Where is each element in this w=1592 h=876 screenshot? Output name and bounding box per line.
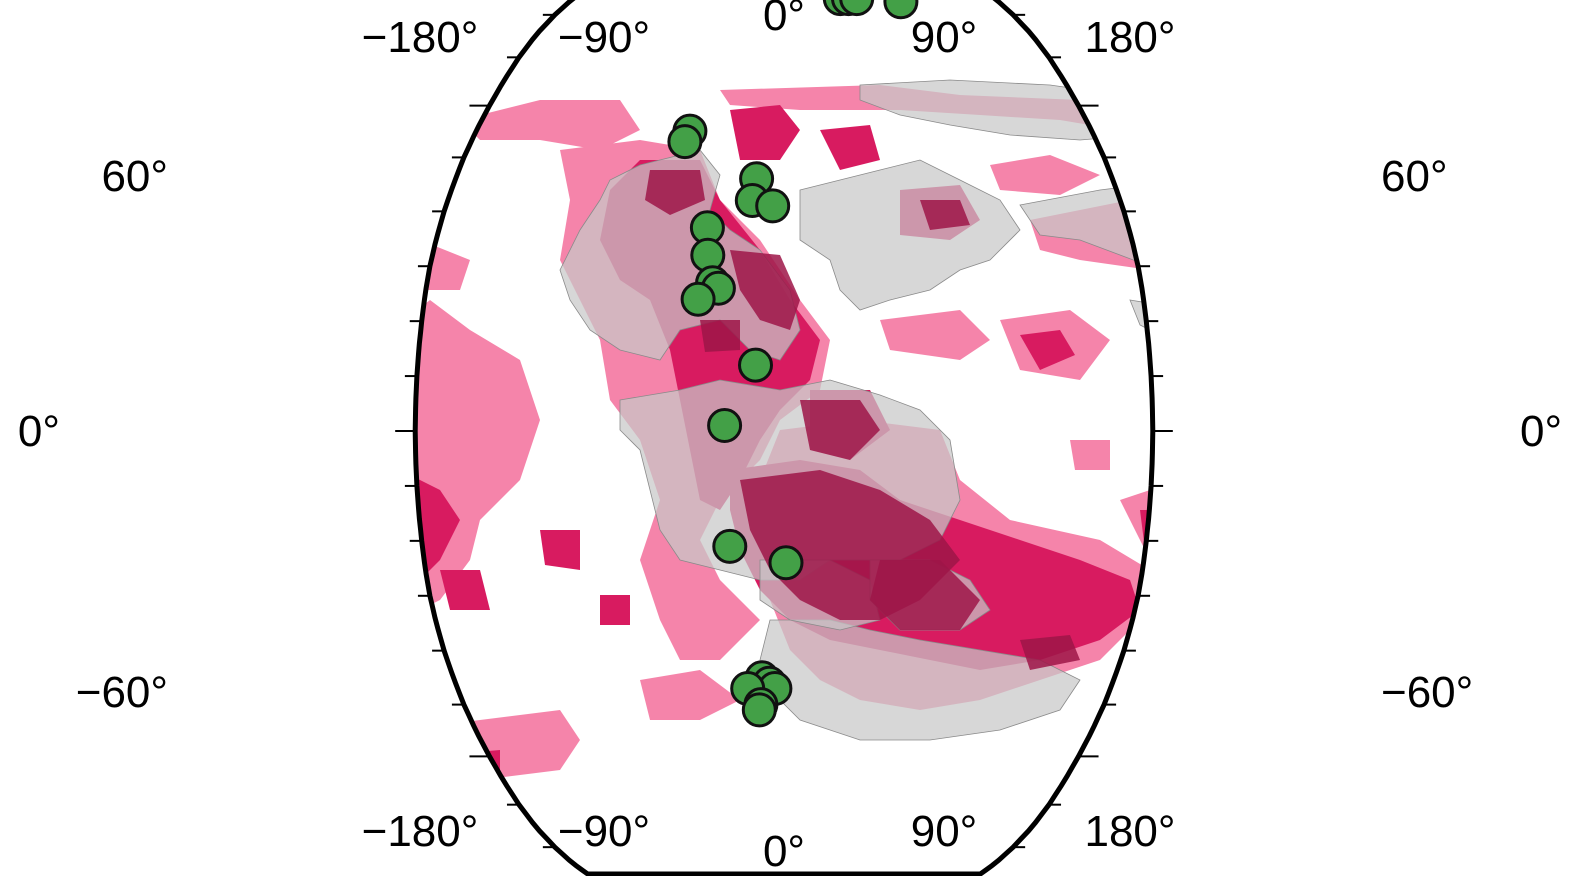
top-lon-label-0: 0° <box>763 0 805 40</box>
data-point <box>680 281 716 317</box>
bottom-lon-label-180e: 180° <box>1084 807 1175 856</box>
axis-labels: −180° −90° 0° 90° 180° −180° −90° 0° 90°… <box>18 0 1562 876</box>
data-point <box>755 188 791 224</box>
data-point <box>667 124 703 160</box>
continent-greenland-arctic <box>799 159 1021 311</box>
data-point <box>741 692 777 728</box>
top-lon-label-90w: −90° <box>558 13 650 62</box>
left-lat-label-60n: 60° <box>101 152 168 201</box>
top-lon-label-180e: 180° <box>1084 13 1175 62</box>
bottom-lon-label-0: 0° <box>763 827 805 876</box>
data-point <box>712 528 748 564</box>
bottom-lon-label-90e: 90° <box>911 807 978 856</box>
axis-ticks <box>395 13 1173 876</box>
bottom-lon-label-180w: −180° <box>362 807 479 856</box>
data-point <box>707 408 743 443</box>
right-lat-label-60s: −60° <box>1381 668 1473 717</box>
top-lon-label-180w: −180° <box>362 13 479 62</box>
right-lat-label-60n: 60° <box>1381 152 1448 201</box>
left-lat-label-60s: −60° <box>76 668 168 717</box>
left-lat-label-0: 0° <box>18 407 60 456</box>
continent-asia <box>1019 179 1153 286</box>
data-point <box>883 0 919 20</box>
point-layer <box>667 0 919 728</box>
data-point <box>839 0 875 17</box>
right-lat-label-0: 0° <box>1520 407 1562 456</box>
data-point <box>768 545 804 581</box>
overlap-layer <box>645 170 1080 670</box>
top-lon-label-90e: 90° <box>911 13 978 62</box>
data-point <box>738 347 773 383</box>
bottom-lon-label-90w: −90° <box>558 807 650 856</box>
